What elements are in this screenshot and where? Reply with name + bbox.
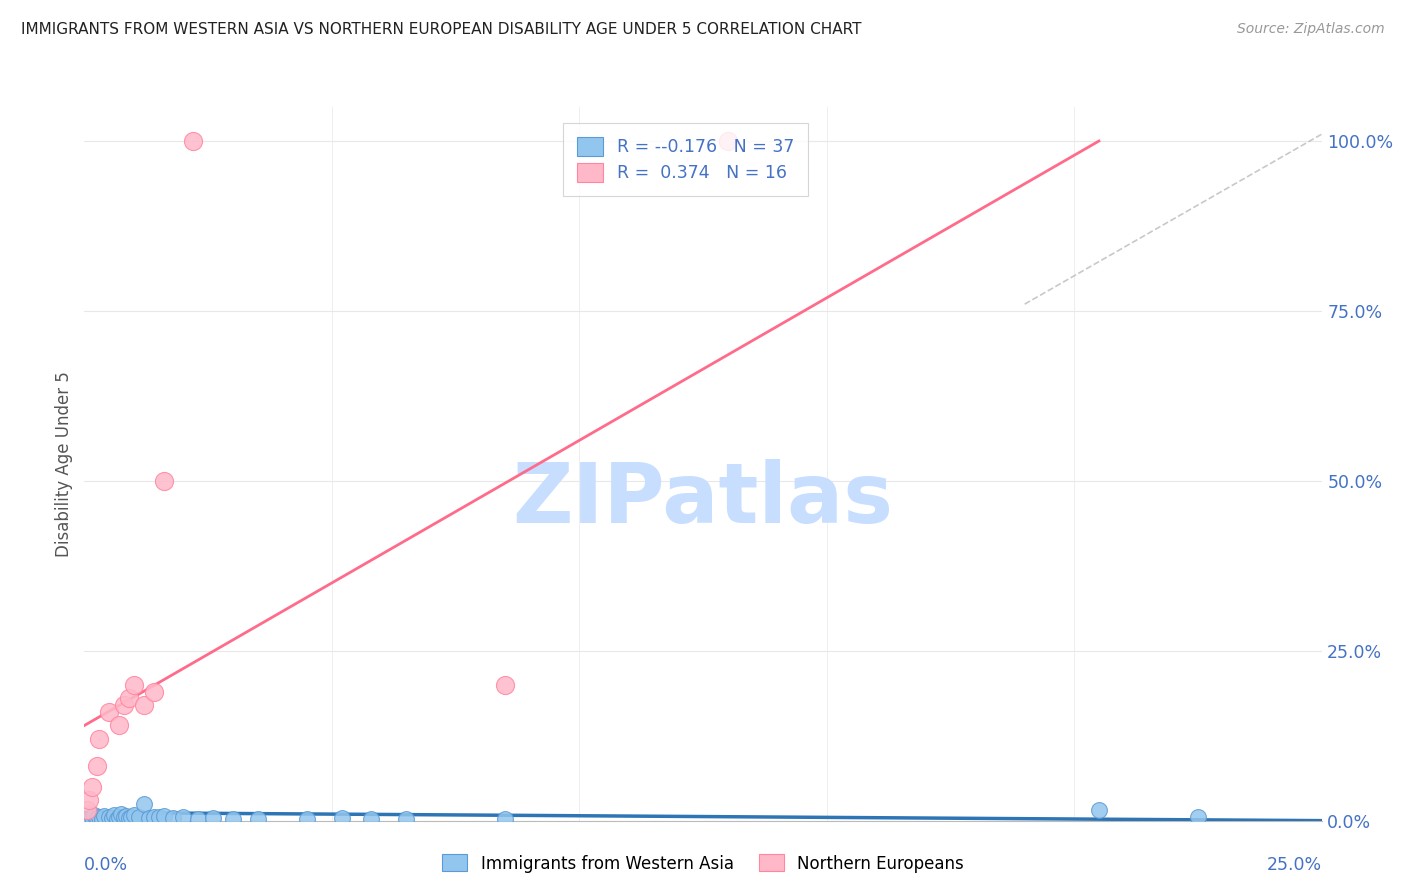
Point xyxy=(148,810,170,824)
Point xyxy=(717,134,740,148)
Point xyxy=(103,808,125,822)
Y-axis label: Disability Age Under 5: Disability Age Under 5 xyxy=(55,371,73,557)
Text: 25.0%: 25.0% xyxy=(1267,856,1322,874)
Point xyxy=(330,811,353,825)
Point xyxy=(187,812,209,826)
Point xyxy=(295,812,318,826)
Point xyxy=(93,809,115,823)
Point xyxy=(494,678,516,692)
Point xyxy=(98,705,121,719)
Point xyxy=(80,780,103,794)
Point xyxy=(90,812,112,826)
Point xyxy=(162,811,184,825)
Point xyxy=(98,810,121,824)
Point xyxy=(118,811,141,825)
Point xyxy=(100,811,122,825)
Point xyxy=(86,759,108,773)
Point xyxy=(112,810,135,824)
Point xyxy=(108,809,131,823)
Point xyxy=(108,718,131,732)
Point xyxy=(110,806,132,821)
Point xyxy=(89,732,111,747)
Point xyxy=(360,812,382,826)
Point xyxy=(105,812,128,826)
Point xyxy=(246,812,269,826)
Point xyxy=(494,812,516,826)
Point xyxy=(118,691,141,706)
Point xyxy=(76,804,98,818)
Point xyxy=(79,793,101,807)
Point xyxy=(80,810,103,824)
Point xyxy=(115,809,138,823)
Point xyxy=(79,812,101,826)
Text: Source: ZipAtlas.com: Source: ZipAtlas.com xyxy=(1237,22,1385,37)
Text: 0.0%: 0.0% xyxy=(84,856,128,874)
Point xyxy=(172,810,194,824)
Point xyxy=(152,809,174,823)
Point xyxy=(112,698,135,712)
Point xyxy=(122,678,145,692)
Point xyxy=(181,134,204,148)
Point xyxy=(132,698,155,712)
Text: IMMIGRANTS FROM WESTERN ASIA VS NORTHERN EUROPEAN DISABILITY AGE UNDER 5 CORRELA: IMMIGRANTS FROM WESTERN ASIA VS NORTHERN… xyxy=(21,22,862,37)
Point xyxy=(86,811,108,825)
Point xyxy=(142,809,165,823)
Point xyxy=(83,808,105,822)
Point xyxy=(138,811,160,825)
Point xyxy=(222,812,245,826)
Point xyxy=(132,797,155,811)
Point xyxy=(128,810,150,824)
Point xyxy=(1187,810,1209,824)
Point xyxy=(1088,804,1111,818)
Point xyxy=(395,812,418,826)
Point xyxy=(120,809,142,823)
Text: ZIPatlas: ZIPatlas xyxy=(513,459,893,540)
Legend: Immigrants from Western Asia, Northern Europeans: Immigrants from Western Asia, Northern E… xyxy=(436,847,970,880)
Legend: R = --0.176   N = 37, R =  0.374   N = 16: R = --0.176 N = 37, R = 0.374 N = 16 xyxy=(564,123,808,196)
Point xyxy=(122,808,145,822)
Point xyxy=(152,474,174,488)
Point xyxy=(202,811,225,825)
Point xyxy=(142,684,165,698)
Point xyxy=(89,809,111,823)
